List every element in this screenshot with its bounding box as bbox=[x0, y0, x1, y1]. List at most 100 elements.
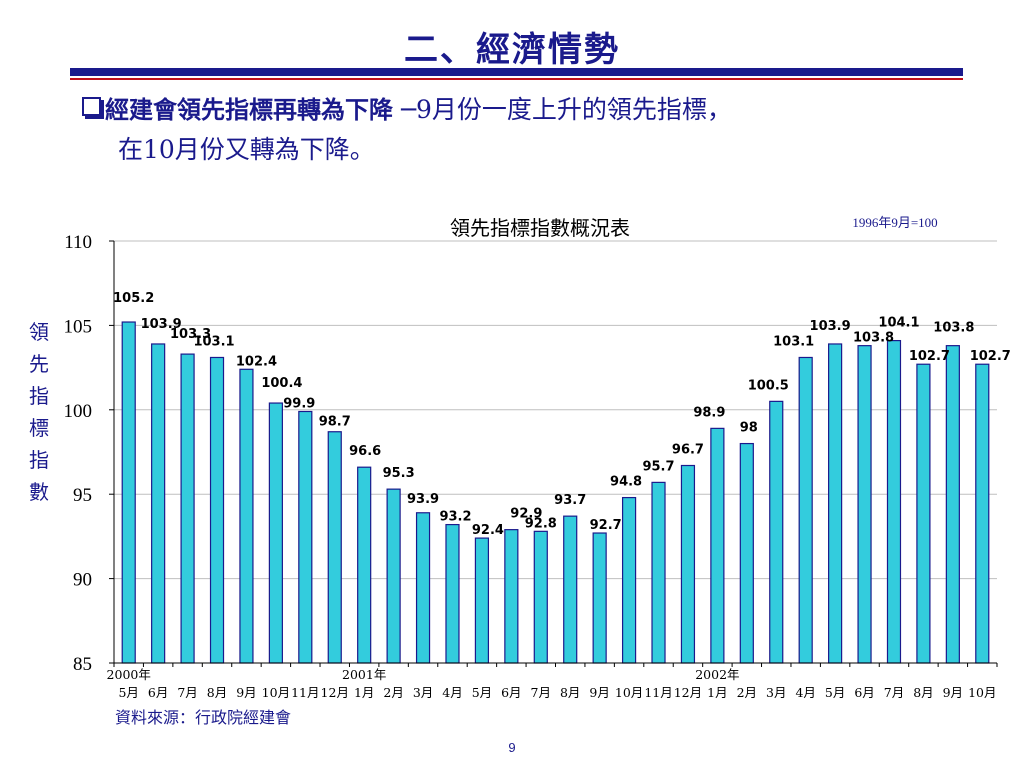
y-tick-label: 110 bbox=[64, 232, 92, 253]
x-tick-label: 12月 bbox=[321, 685, 349, 700]
leading-index-chart: 105.2103.9103.3103.1102.4100.499.998.796… bbox=[64, 215, 1011, 700]
data-label: 103.3 bbox=[170, 327, 211, 342]
x-tick-label: 11月 bbox=[291, 685, 319, 700]
bullet-text: ─9月份一度上升的領先指標， bbox=[393, 95, 732, 124]
bar bbox=[180, 353, 195, 664]
data-label: 95.3 bbox=[383, 466, 415, 481]
bar bbox=[975, 363, 990, 664]
x-tick-label: 3月 bbox=[766, 685, 786, 700]
data-label: 92.7 bbox=[590, 518, 622, 533]
data-label: 102.7 bbox=[909, 349, 950, 364]
bar bbox=[415, 512, 431, 664]
x-tick-label: 1月 bbox=[354, 685, 374, 700]
x-tick-label: 5月 bbox=[118, 685, 138, 700]
bar bbox=[592, 532, 607, 664]
grid-lines bbox=[114, 240, 997, 580]
x-tick-label: 4月 bbox=[795, 685, 815, 700]
x-tick-label: 4月 bbox=[442, 685, 462, 700]
x-tick-label: 8月 bbox=[913, 685, 933, 700]
bullet-text-continued: 在10月份又轉為下降。 bbox=[118, 135, 375, 164]
y-tick-label: 90 bbox=[73, 570, 92, 591]
x-tick-label: 11月 bbox=[644, 685, 672, 700]
bar bbox=[209, 356, 225, 664]
bar bbox=[386, 488, 401, 664]
data-label: 98.7 bbox=[319, 415, 351, 430]
data-label: 102.7 bbox=[970, 349, 1011, 364]
bar bbox=[621, 496, 637, 664]
title-rule bbox=[70, 68, 963, 76]
bar bbox=[357, 466, 372, 664]
data-source: 資料來源：行政院經建會 bbox=[115, 708, 292, 727]
data-label: 98.9 bbox=[693, 405, 725, 420]
bullet-heading: 經建會領先指標再轉為下降 bbox=[105, 96, 393, 124]
x-tick-label: 8月 bbox=[207, 685, 227, 700]
bar bbox=[916, 363, 931, 664]
data-label: 99.9 bbox=[283, 396, 315, 411]
data-label: 92.9 bbox=[510, 507, 542, 522]
data-label: 92.8 bbox=[525, 516, 557, 531]
data-label: 96.6 bbox=[349, 444, 381, 459]
bar bbox=[680, 464, 696, 664]
data-label: 98 bbox=[740, 421, 758, 436]
x-tick-label: 2月 bbox=[737, 685, 757, 700]
bar bbox=[769, 400, 784, 664]
data-label: 103.9 bbox=[141, 317, 182, 332]
x-year-label: 2001年 bbox=[342, 667, 386, 682]
bar bbox=[298, 410, 313, 664]
x-tick-label: 1月 bbox=[707, 685, 727, 700]
x-tick-label: 9月 bbox=[943, 685, 963, 700]
x-tick-label: 7月 bbox=[177, 685, 197, 700]
bar bbox=[474, 537, 490, 664]
data-label: 96.7 bbox=[672, 443, 704, 458]
x-tick-label: 9月 bbox=[589, 685, 609, 700]
data-label: 93.7 bbox=[554, 493, 586, 508]
bar bbox=[945, 345, 960, 664]
data-label: 104.1 bbox=[878, 316, 919, 331]
y-axis-label: 領先指標指數 bbox=[29, 320, 49, 504]
bar bbox=[798, 356, 813, 664]
data-label: 92.4 bbox=[472, 523, 504, 538]
x-year-label: 2000年 bbox=[107, 667, 151, 682]
bar bbox=[445, 523, 460, 664]
x-tick-label: 6月 bbox=[854, 685, 874, 700]
bar bbox=[563, 515, 578, 664]
title-accent-rule bbox=[70, 78, 963, 80]
slide-title: 二、經濟情勢 bbox=[404, 30, 620, 70]
y-tick-label: 85 bbox=[73, 654, 92, 675]
data-label: 100.5 bbox=[748, 378, 789, 393]
y-tick-label: 100 bbox=[64, 401, 93, 422]
bar bbox=[239, 368, 254, 664]
data-label: 103.1 bbox=[773, 334, 814, 349]
data-label: 100.4 bbox=[261, 376, 302, 391]
bar bbox=[268, 402, 283, 664]
x-tick-label: 10月 bbox=[262, 685, 290, 700]
x-tick-label: 7月 bbox=[884, 685, 904, 700]
x-tick-label: 3月 bbox=[413, 685, 433, 700]
x-tick-label: 9月 bbox=[236, 685, 256, 700]
data-label: 103.1 bbox=[193, 334, 234, 349]
bar bbox=[857, 345, 872, 664]
data-label: 93.9 bbox=[407, 492, 439, 507]
x-tick-label: 12月 bbox=[674, 685, 702, 700]
data-label: 95.7 bbox=[642, 459, 674, 474]
chart-title: 領先指標指數概況表 bbox=[450, 216, 630, 240]
data-label: 103.8 bbox=[933, 321, 974, 336]
y-tick-label: 95 bbox=[73, 485, 92, 506]
x-tick-label: 5月 bbox=[825, 685, 845, 700]
x-tick-label: 6月 bbox=[148, 685, 168, 700]
base-note: 1996年9月=100 bbox=[852, 215, 937, 230]
bullet-point: 經建會領先指標再轉為下降 ─9月份一度上升的領先指標， bbox=[82, 92, 982, 128]
x-tick-label: 2月 bbox=[383, 685, 403, 700]
data-label: 103.8 bbox=[853, 331, 894, 346]
y-tick-label: 105 bbox=[64, 316, 93, 337]
data-label: 94.8 bbox=[610, 475, 642, 490]
bar bbox=[121, 321, 136, 664]
bar bbox=[151, 343, 166, 664]
data-label: 93.2 bbox=[439, 510, 471, 525]
data-label: 105.2 bbox=[113, 291, 154, 306]
bar bbox=[651, 481, 666, 664]
bar bbox=[710, 427, 725, 664]
data-label: 103.9 bbox=[810, 319, 851, 334]
bar bbox=[828, 343, 843, 664]
